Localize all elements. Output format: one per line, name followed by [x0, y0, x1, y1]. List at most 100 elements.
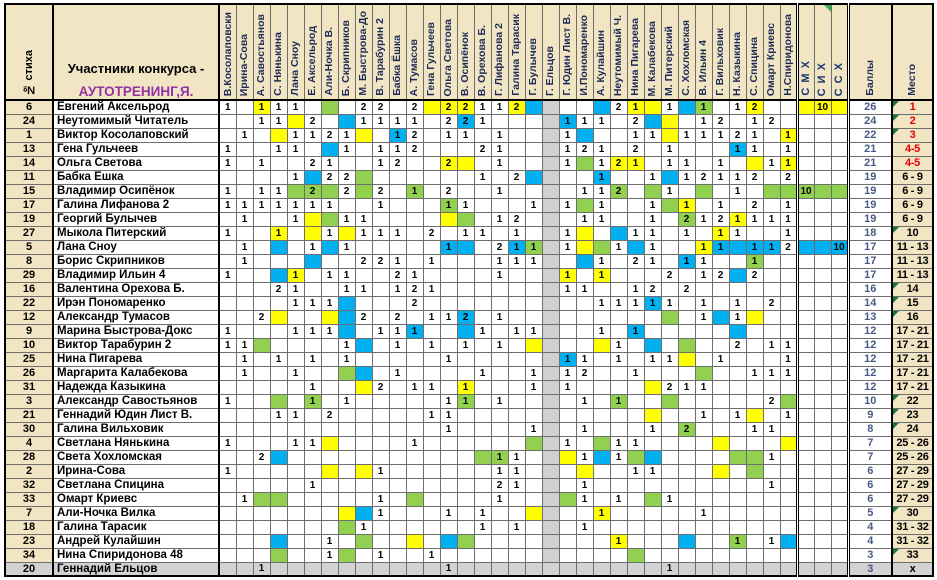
vote-cell — [371, 281, 390, 297]
vote-cell — [235, 267, 254, 283]
vote-cell — [405, 169, 424, 185]
vote-cell — [660, 337, 679, 353]
poem-number: 22 — [4, 295, 54, 311]
vote-cell — [558, 295, 577, 311]
vote-cell — [541, 267, 560, 283]
vote-cell — [541, 407, 560, 423]
vote-cell — [575, 323, 594, 339]
vote-cell — [524, 309, 543, 325]
vote-cell — [473, 393, 492, 409]
vote-cell: 1 — [745, 113, 764, 129]
vote-cell — [303, 505, 322, 521]
table-row: 14 Ольга Светова 1 1 2 1 1 2 2 1 1 1 2 1 1 1 1 1 1 21 4-5 — [4, 155, 934, 171]
special-cell-six — [813, 267, 832, 283]
vote-cell — [592, 463, 611, 479]
vote-cell — [252, 127, 271, 143]
vote-cell: 1 — [626, 295, 645, 311]
vote-cell — [388, 351, 407, 367]
vote-cell: 1 — [252, 113, 271, 129]
special-cell-ssx — [830, 169, 850, 185]
vote-cell: 1 — [643, 211, 662, 227]
vote-cell: 1 — [779, 155, 799, 171]
vote-cell: 1 — [235, 351, 254, 367]
vote-cell — [354, 239, 373, 255]
table-row: 17 Галина Лифанова 2 1 1 1 1 1 1 1 1 1 1 1 1 1 1 1 1 2 1 19 6… — [4, 197, 934, 213]
vote-cell — [626, 477, 645, 493]
vote-cell — [507, 379, 526, 395]
vote-cell: 1 — [558, 197, 577, 213]
vote-cell: 2 — [252, 449, 271, 465]
vote-cell — [456, 155, 475, 171]
vote-cell — [745, 561, 764, 577]
vote-cell — [388, 463, 407, 479]
vote-cell — [456, 407, 475, 423]
special-header-smx: С М Х — [796, 3, 815, 101]
vote-cell — [218, 169, 237, 185]
participant-name: Георгий Булычев — [52, 211, 220, 227]
vote-cell — [711, 407, 730, 423]
participant-name: Евгений Аксельрод — [52, 99, 220, 115]
vote-cell: 2 — [252, 309, 271, 325]
voter-header: Ольга Светова — [439, 3, 458, 101]
vote-cell — [371, 267, 390, 283]
vote-cell: 1 — [303, 197, 322, 213]
vote-cell — [286, 449, 305, 465]
vote-cell: 1 — [507, 463, 526, 479]
vote-cell — [218, 309, 237, 325]
vote-cell — [626, 169, 645, 185]
vote-cell — [609, 253, 628, 269]
comment-marker-icon — [893, 227, 899, 233]
vote-cell: 1 — [524, 239, 543, 255]
special-cell-smx — [796, 351, 815, 367]
vote-cell: 1 — [660, 351, 679, 367]
vote-cell — [473, 561, 492, 577]
vote-cell: 2 — [405, 127, 424, 143]
special-cell-ssx — [830, 421, 850, 437]
vote-cell — [711, 99, 730, 115]
special-cell-smx — [796, 561, 815, 577]
vote-cell — [252, 365, 271, 381]
vote-cell — [524, 519, 543, 535]
special-cell-six — [813, 463, 832, 479]
vote-cell — [677, 295, 696, 311]
vote-cell — [286, 393, 305, 409]
vote-cell — [694, 463, 713, 479]
vote-cell: 1 — [609, 449, 628, 465]
vote-cell — [235, 281, 254, 297]
vote-cell — [745, 505, 764, 521]
vote-cell — [660, 449, 679, 465]
vote-cell — [473, 155, 492, 171]
vote-cell — [711, 491, 730, 507]
vote-cell: 1 — [269, 141, 288, 157]
vote-cell: 1 — [490, 155, 509, 171]
vote-cell — [660, 533, 679, 549]
vote-cell: 1 — [218, 323, 237, 339]
participant-name: Виктор Косолаповский — [52, 127, 220, 143]
vote-cell — [728, 113, 747, 129]
place-cell: 31 - 32 — [891, 533, 934, 549]
vote-cell: 2 — [711, 113, 730, 129]
vote-cell — [762, 141, 781, 157]
vote-cell — [388, 435, 407, 451]
vote-cell — [609, 519, 628, 535]
vote-cell: 1 — [388, 337, 407, 353]
score-cell: 7 — [847, 449, 893, 465]
vote-cell — [286, 337, 305, 353]
special-cell-ssx — [830, 197, 850, 213]
vote-cell — [235, 155, 254, 171]
vote-cell: 1 — [405, 379, 424, 395]
vote-cell: 1 — [558, 351, 577, 367]
vote-cell: 1 — [218, 141, 237, 157]
vote-cell: 1 — [711, 351, 730, 367]
vote-cell — [371, 421, 390, 437]
special-cell-smx — [796, 449, 815, 465]
score-cell: 4 — [847, 533, 893, 549]
table-row: 9 Марина Быстрова-Докс 1 1 1 1 1 1 1 1 1 1 1 1 12 17 - … — [4, 323, 934, 339]
participant-name: Марина Быстрова-Докс — [52, 323, 220, 339]
vote-cell — [235, 393, 254, 409]
participant-name: Нина Спиридонова 48 — [52, 547, 220, 563]
vote-cell — [626, 351, 645, 367]
vote-cell — [779, 519, 799, 535]
vote-cell — [337, 547, 356, 563]
vote-cell: 2 — [388, 267, 407, 283]
